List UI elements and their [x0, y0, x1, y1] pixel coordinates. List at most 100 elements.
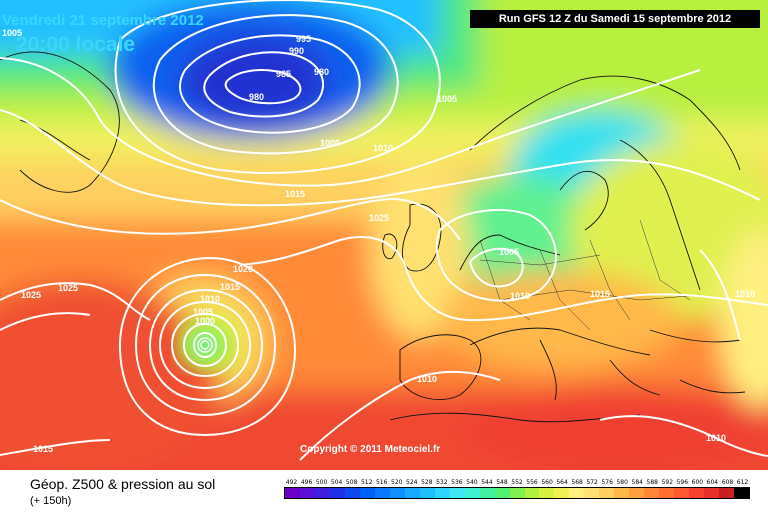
legend-label: 600 [691, 479, 704, 486]
legend-label: 540 [466, 479, 478, 486]
isobar-label: 980 [314, 67, 329, 77]
legend-label: 584 [631, 479, 643, 486]
legend-swatch [434, 488, 450, 498]
isobar-label: 1025 [21, 290, 41, 300]
isobar-label: 1010 [200, 294, 220, 304]
legend-label: 604 [706, 479, 719, 486]
isobar-label: 1005 [437, 94, 457, 104]
legend-swatch [629, 488, 645, 498]
map-footer: Géop. Z500 & pression au sol (+ 150h) 49… [0, 470, 768, 512]
legend-label: 592 [661, 479, 674, 486]
legend-label: 516 [375, 479, 388, 486]
legend-label: 492 [285, 479, 298, 486]
legend-color-bar [284, 487, 750, 499]
map-subtitle: (+ 150h) [30, 495, 72, 507]
copyright-text: Copyright © 2011 Meteociel.fr [300, 444, 441, 455]
isobar-label: 985 [276, 69, 291, 79]
isobar-label: 1015 [590, 289, 610, 299]
legend-label: 512 [360, 479, 373, 486]
isobar-label: 1010 [510, 291, 530, 301]
legend-swatch [449, 488, 465, 498]
legend-swatch [314, 488, 330, 498]
isobar-label: 1015 [33, 444, 53, 454]
isobar-label: 1010 [706, 433, 726, 443]
isobar-label: 1010 [373, 143, 393, 153]
isobar-label: 1025 [58, 283, 78, 293]
legend-label: 536 [451, 479, 463, 486]
legend-swatch [659, 488, 675, 498]
legend-label: 588 [646, 479, 658, 486]
legend-swatch [464, 488, 480, 498]
legend-swatch [374, 488, 390, 498]
color-legend: 492 496 500 504 508 512 516 520 524 528 532 536 540 5… [284, 478, 750, 499]
legend-swatch [404, 488, 420, 498]
legend-label: 520 [391, 479, 403, 486]
legend-swatch [584, 488, 600, 498]
isobar-label: 1010 [735, 289, 755, 299]
legend-swatch [389, 488, 405, 498]
legend-swatch [539, 488, 555, 498]
isobars [0, 0, 768, 460]
isobar-label: 1000 [195, 316, 215, 326]
isobar-label: 1005 [2, 28, 22, 38]
legend-swatch [419, 488, 435, 498]
isobar-label: 1020 [233, 264, 253, 274]
legend-swatch [494, 488, 510, 498]
legend-label: 504 [330, 479, 343, 486]
legend-swatch [285, 488, 300, 498]
legend-swatch [734, 488, 750, 498]
isobar-label: 1000 [320, 138, 340, 148]
legend-label: 524 [406, 479, 418, 486]
weather-map: 1005 995 990 985 980 980 1005 1000 1010 1015 1025 1… [0, 0, 768, 470]
legend-label: 564 [556, 479, 568, 486]
legend-label: 496 [300, 479, 313, 486]
legend-swatch [704, 488, 720, 498]
legend-label: 532 [436, 479, 448, 486]
legend-swatch [569, 488, 585, 498]
legend-swatch [299, 488, 315, 498]
isobar-label: 995 [296, 34, 311, 44]
legend-label: 508 [345, 479, 358, 486]
isobar-label: 980 [249, 92, 264, 102]
isobar-label: 1015 [220, 282, 240, 292]
legend-label: 544 [481, 479, 493, 486]
legend-label: 560 [541, 479, 553, 486]
forecast-time: 20:00 locale [16, 33, 136, 56]
legend-label: 500 [315, 479, 328, 486]
legend-swatch [689, 488, 705, 498]
legend-swatch [644, 488, 660, 498]
legend-swatch [524, 488, 540, 498]
legend-swatch [359, 488, 375, 498]
legend-label: 548 [496, 479, 508, 486]
low-pressure-core [177, 319, 233, 371]
legend-labels: 492 496 500 504 508 512 516 520 524 528 532 536 540 5… [284, 478, 750, 487]
legend-swatch [599, 488, 615, 498]
legend-swatch [554, 488, 570, 498]
isobar-label: 1015 [285, 189, 305, 199]
forecast-date: Vendredi 21 septembre 2012 [2, 12, 204, 29]
legend-label: 568 [571, 479, 583, 486]
legend-swatch [509, 488, 525, 498]
isobar-label: 1005 [499, 247, 519, 257]
legend-label: 528 [421, 479, 433, 486]
legend-label: 612 [736, 479, 749, 486]
legend-swatch [479, 488, 495, 498]
isobar-label: 1005 [193, 307, 213, 317]
legend-swatch [674, 488, 690, 498]
legend-label: 576 [601, 479, 613, 486]
map-title: Géop. Z500 & pression au sol [30, 476, 216, 492]
legend-label: 556 [526, 479, 538, 486]
isobar-label: 990 [289, 46, 304, 56]
legend-label: 580 [616, 479, 628, 486]
legend-label: 608 [721, 479, 734, 486]
isobar-label: 1025 [369, 213, 389, 223]
isobar-label: 1010 [417, 374, 437, 384]
legend-label: 596 [676, 479, 689, 486]
legend-swatch [329, 488, 345, 498]
legend-label: 552 [511, 479, 523, 486]
legend-label: 572 [586, 479, 598, 486]
thin-isobars [197, 337, 213, 353]
legend-swatch [614, 488, 630, 498]
